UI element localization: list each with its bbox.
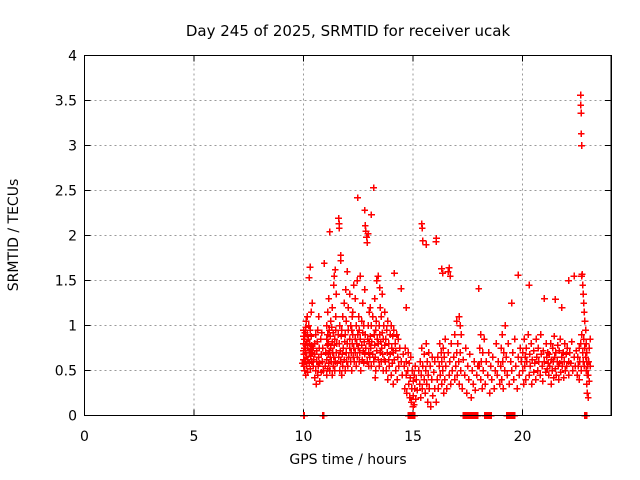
y-tick-label: 0 <box>68 409 77 425</box>
y-tick-label: 2.5 <box>55 184 77 200</box>
x-tick-label: 20 <box>514 429 532 445</box>
chart-title: Day 245 of 2025, SRMTID for receiver uca… <box>186 22 511 40</box>
plot-border <box>83 54 612 417</box>
y-tick-label: 1 <box>68 319 77 335</box>
x-axis-label: GPS time / hours <box>289 452 406 468</box>
y-tick-label: 2 <box>68 229 77 245</box>
x-tick-label: 15 <box>404 429 422 445</box>
y-tick-label: 1.5 <box>55 274 77 290</box>
y-tick-label: 0.5 <box>55 364 77 380</box>
y-axis-label: SRMTID / TECUs <box>6 179 22 292</box>
y-tick-label: 3 <box>68 139 77 155</box>
x-tick-label: 0 <box>80 429 89 445</box>
grid-lines <box>84 55 612 416</box>
tick-labels: 0 5 10 15 20 0 0.5 1 1.5 2 2.5 3 3.5 4 <box>55 49 532 446</box>
x-tick-label: 5 <box>190 429 199 445</box>
scatter-points <box>299 91 594 419</box>
y-tick-label: 3.5 <box>55 94 77 110</box>
y-tick-label: 4 <box>68 49 77 65</box>
x-tick-label: 10 <box>295 429 313 445</box>
grid-path <box>84 55 612 416</box>
data-point-markers <box>299 91 594 419</box>
